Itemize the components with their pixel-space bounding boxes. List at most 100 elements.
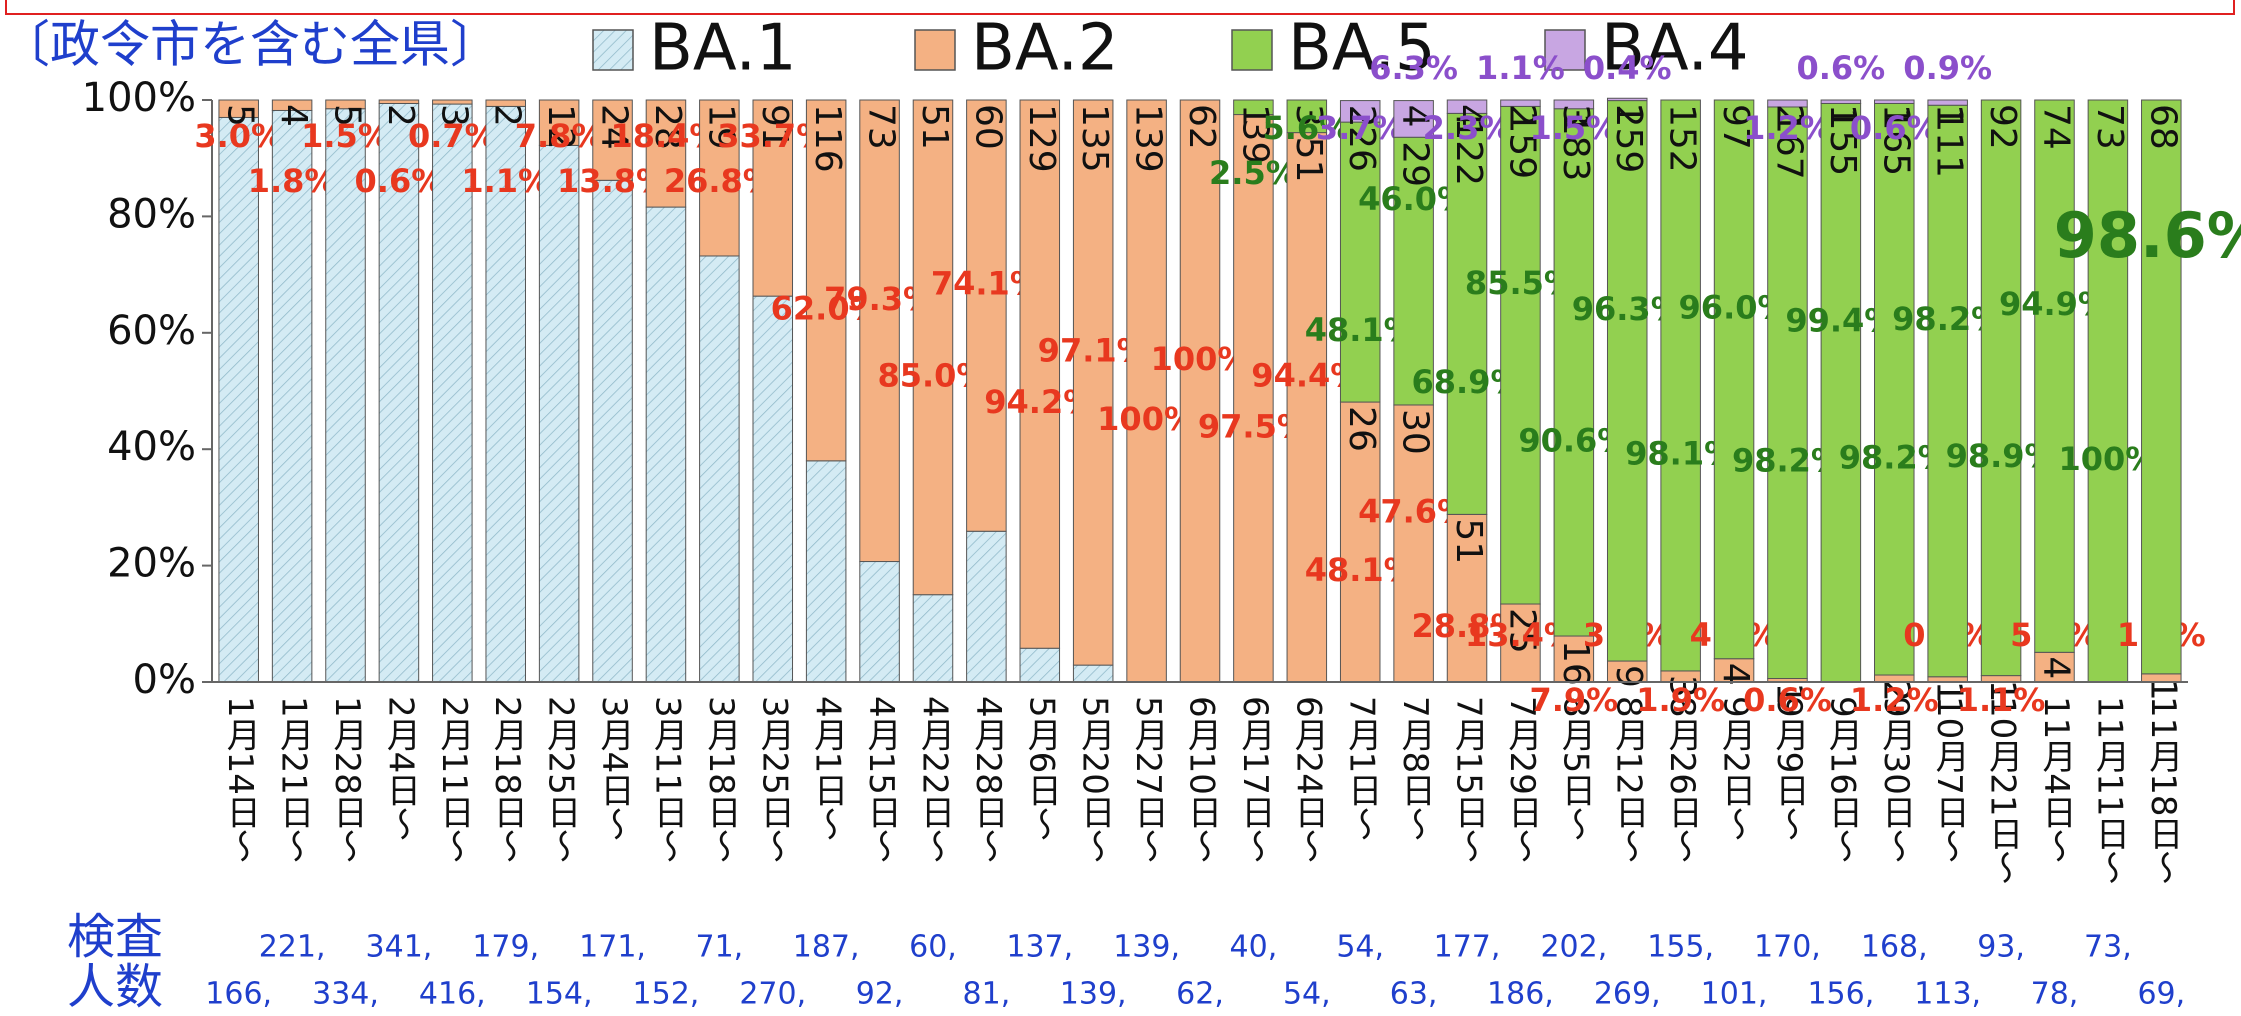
sample-size-label: 78, — [2031, 977, 2079, 1012]
count-label: 92 — [1982, 104, 2023, 150]
value-label: 2.5% — [1209, 154, 1298, 192]
bar-segment — [1927, 104, 1968, 678]
count-label: 12 — [540, 104, 581, 150]
y-tick-label: 0% — [133, 657, 196, 703]
count-label: 26 — [1341, 406, 1382, 452]
x-tick-label: 9月16日～ — [1822, 696, 1862, 863]
x-tick-label: 2月4日～ — [380, 696, 420, 841]
value-label: 1.5% — [1529, 109, 1618, 147]
count-label: 122 — [1448, 117, 1489, 186]
x-tick-label: 6月24日～ — [1288, 696, 1328, 863]
value-label: 6.3% — [1369, 49, 1458, 87]
x-tick-label: 3月11日～ — [647, 696, 687, 863]
value-label: 100% — [1097, 400, 1196, 438]
value-label: 2.3% — [1423, 109, 1512, 147]
sample-size-label: 40, — [1230, 930, 1278, 965]
count-label: 51 — [914, 104, 955, 150]
sample-size-label: 92, — [856, 977, 904, 1012]
value-label: 1.1% — [1957, 681, 2046, 719]
sample-size-label: 152, — [633, 977, 700, 1012]
value-label: 1.8% — [248, 162, 337, 200]
value-label: 1.1% — [461, 162, 550, 200]
bar-segment — [645, 206, 687, 683]
bar-segment — [1767, 106, 1808, 680]
bar-segment — [218, 116, 259, 683]
bar-segment — [271, 99, 313, 111]
count-label: 62 — [1181, 104, 1222, 150]
bar-segment — [1446, 513, 1488, 683]
count-label: 30 — [1395, 409, 1436, 455]
sample-size-label: 62, — [1176, 977, 1224, 1012]
sample-size-label: 69, — [2137, 977, 2185, 1012]
bar-segment — [1393, 100, 1434, 138]
sample-size-label: 170, — [1754, 930, 1821, 965]
count-label: 2 — [1875, 679, 1916, 702]
value-label: 0.6% — [1743, 681, 1832, 719]
count-label: 1 — [1929, 104, 1970, 127]
x-tick-label: 7月29日～ — [1502, 696, 1542, 863]
value-label: 1.9% — [1636, 681, 1725, 719]
count-label: 259 — [1608, 105, 1649, 174]
value-label: 0.7% — [408, 117, 497, 155]
count-label: 1 — [1608, 102, 1649, 125]
value-label: 0.6% — [355, 162, 444, 200]
legend-swatch — [1231, 29, 1273, 71]
count-label: 73 — [2089, 104, 2130, 150]
bar-segment — [592, 99, 633, 181]
value-label: 1.1% — [1476, 49, 1565, 87]
sample-size-label: 221, — [259, 930, 326, 965]
x-tick-label: 8月5日～ — [1555, 696, 1595, 841]
count-label: 183 — [1555, 113, 1596, 182]
bar-segment — [1339, 401, 1381, 683]
count-label: 159 — [1501, 110, 1542, 179]
x-tick-label: 3月18日～ — [701, 696, 741, 863]
bar-segment — [218, 99, 259, 118]
x-tick-label: 10月7日～ — [1929, 696, 1969, 863]
count-label: 5 — [220, 104, 261, 127]
sample-size-label: 139, — [1060, 977, 1127, 1012]
bar-segment — [485, 105, 526, 683]
value-label: 1.2% — [1743, 109, 1832, 147]
sample-size-label: 139, — [1113, 930, 1180, 965]
value-label: 0.9% — [1903, 49, 1992, 87]
sample-size-label: 54, — [1336, 930, 1384, 965]
count-label: 1 — [1982, 680, 2023, 703]
x-tick-label: 2月25日～ — [541, 696, 581, 863]
bar-segment — [1553, 99, 1595, 110]
legend-swatch — [592, 29, 634, 71]
bar-segment — [752, 295, 794, 683]
x-tick-label: 1月21日～ — [274, 696, 314, 863]
bar-segment — [1927, 99, 1968, 106]
bar-segment — [432, 99, 473, 105]
count-label: 4 — [1395, 105, 1436, 128]
sample-size-label: 93, — [1977, 930, 2025, 965]
legend-swatch — [1544, 29, 1586, 71]
x-tick-label: 3月4日～ — [594, 696, 634, 841]
count-label: 1 — [1234, 104, 1275, 127]
bar-segment — [1286, 99, 1328, 134]
sample-size-label: 179, — [472, 930, 539, 965]
x-tick-label: 4月22日～ — [914, 696, 954, 863]
sample-size-label: 166, — [205, 977, 272, 1012]
sample-size-label: 168, — [1861, 930, 1928, 965]
count-label: 3 — [1555, 104, 1596, 127]
value-label: 0.6% — [1850, 109, 1939, 147]
x-tick-label: 5月20日～ — [1075, 696, 1115, 863]
count-label: 29 — [1395, 141, 1436, 187]
sample-size-label: 154, — [526, 977, 593, 1012]
y-tick-label: 60% — [107, 308, 196, 354]
sample-size-label: 334, — [312, 977, 379, 1012]
x-tick-label: 6月10日～ — [1182, 696, 1222, 863]
x-tick-label: 4月28日～ — [968, 696, 1008, 863]
bar-segment — [325, 99, 366, 110]
x-tick-label: 2月11日～ — [434, 696, 474, 863]
bar-segment — [1126, 99, 1167, 683]
x-tick-label: 5月6日～ — [1021, 696, 1061, 841]
count-label: 2 — [487, 104, 528, 127]
bar-segment — [1500, 105, 1541, 605]
x-tick-label: 2月18日～ — [487, 696, 527, 863]
count-label: 3 — [433, 104, 474, 127]
x-tick-label: 11月18日～ — [2143, 696, 2183, 885]
bar-segment — [1339, 100, 1381, 123]
count-label: 51 — [1288, 137, 1329, 183]
